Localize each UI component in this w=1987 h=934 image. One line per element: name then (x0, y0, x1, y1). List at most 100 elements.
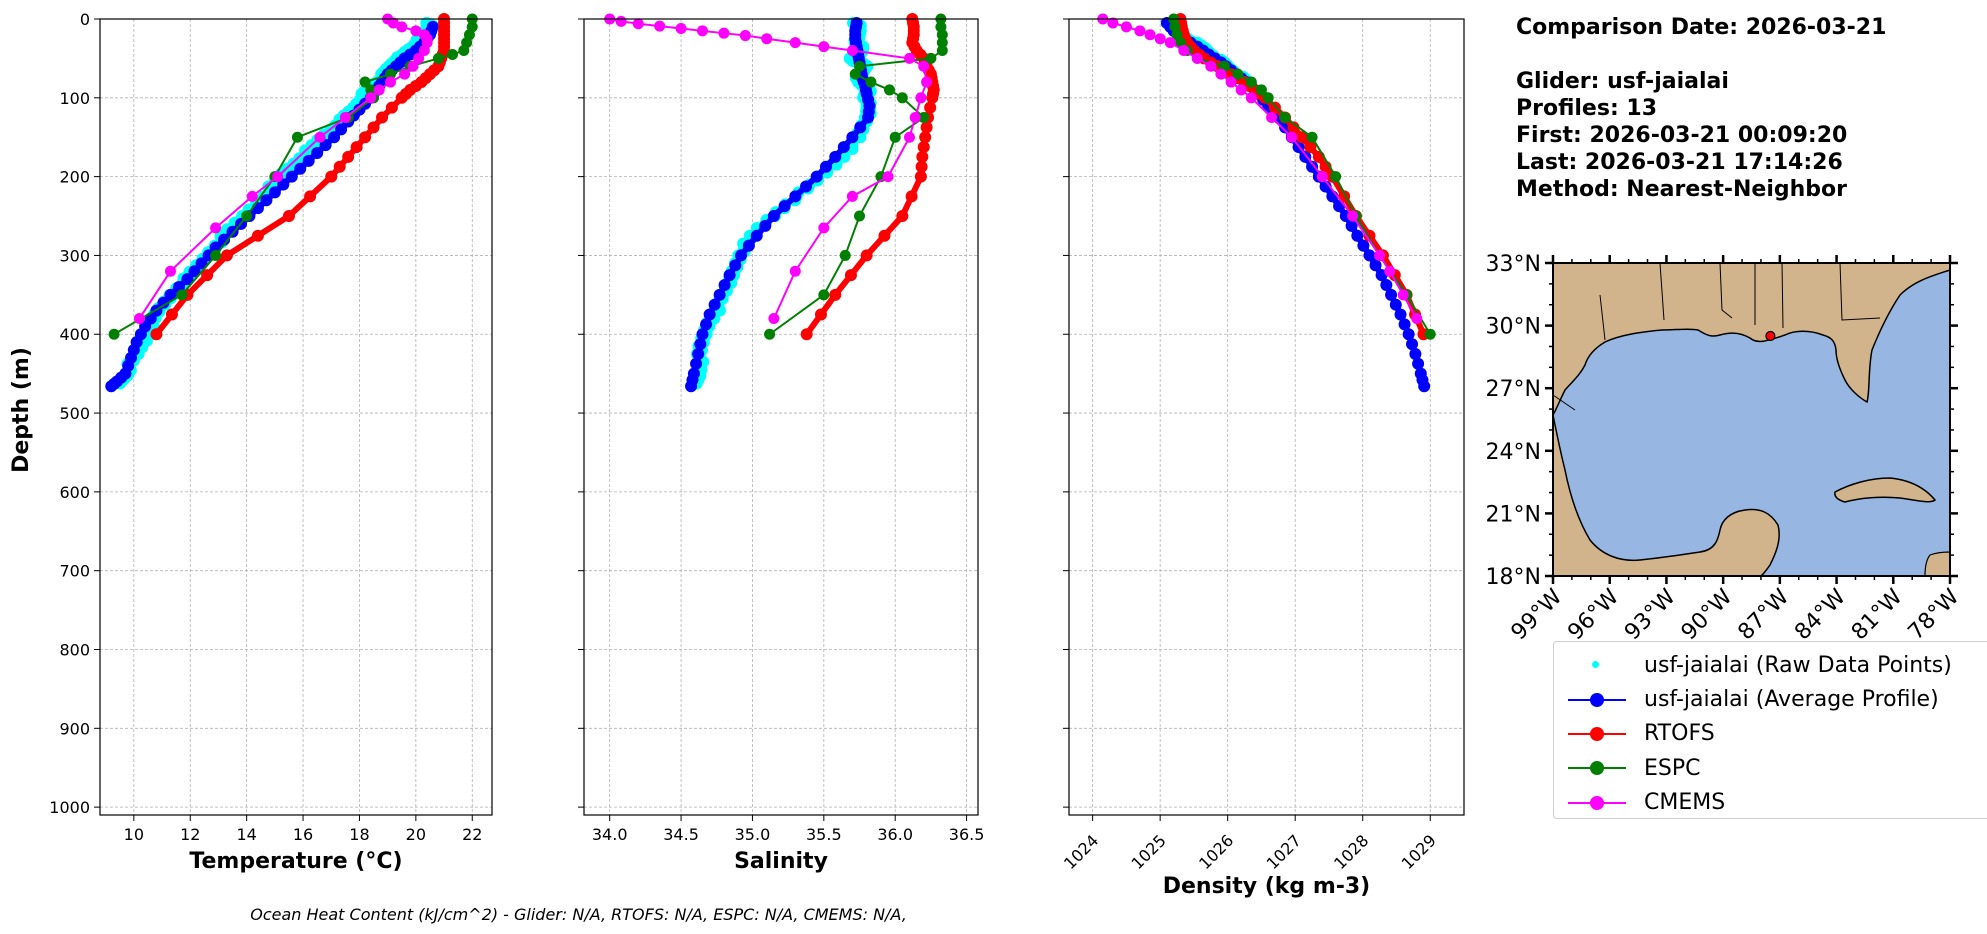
data-point (1295, 131, 1308, 144)
data-point (1215, 68, 1227, 80)
data-point (860, 249, 873, 262)
data-point (1394, 308, 1407, 321)
data-point (108, 328, 120, 340)
series-usf-jaialai-average-profile- (685, 16, 876, 393)
series-cmems (1097, 13, 1423, 324)
data-point (260, 194, 273, 207)
x-tick-label: 1027 (1263, 831, 1305, 873)
data-point (767, 210, 780, 223)
y-tick-label: 300 (59, 246, 90, 265)
map-lon-label: 90°W (1677, 584, 1738, 645)
data-point (447, 48, 459, 60)
data-point (739, 30, 751, 42)
data-point (1384, 265, 1396, 277)
y-tick-label: 200 (59, 168, 90, 187)
data-point (325, 170, 338, 183)
data-point (387, 17, 399, 29)
data-point (735, 249, 748, 262)
data-point (696, 25, 708, 37)
data-point (924, 101, 937, 114)
data-point (750, 229, 763, 242)
data-point (1107, 17, 1119, 29)
data-point (844, 269, 857, 282)
data-point (1380, 278, 1393, 291)
map-lat-label: 18°N (1486, 565, 1541, 590)
method: Method: Nearest-Neighbor (1516, 177, 1847, 202)
data-point (703, 308, 716, 321)
data-point (384, 76, 396, 88)
data-point (696, 328, 709, 341)
data-point (1287, 121, 1300, 134)
data-point (789, 37, 801, 49)
data-point (909, 112, 921, 124)
data-point (926, 91, 939, 104)
data-point (164, 288, 177, 301)
data-point (829, 150, 842, 163)
data-point (862, 111, 875, 124)
comparison-date: Comparison Date: 2026-03-21 (1516, 15, 1887, 40)
data-point (854, 210, 866, 222)
data-point (837, 141, 850, 154)
data-point (176, 289, 188, 301)
data-point (311, 146, 324, 159)
axes-frame (1068, 18, 1465, 816)
x-tick-label: 16 (293, 825, 313, 844)
legend-label: ESPC (1644, 755, 1701, 781)
data-point (789, 190, 802, 203)
data-point (854, 121, 867, 134)
panel-3: 1024 1025 1026 1027 1028 1029 Density (kg m-3) (1060, 13, 1465, 899)
data-point (1191, 52, 1203, 64)
data-point (615, 15, 627, 27)
x-tick-label: 22 (462, 825, 482, 844)
panel-2: 34.0 34.5 35.0 35.5 36.0 36.5 Salinity (578, 13, 984, 874)
series-cmems (133, 13, 433, 324)
data-point (319, 139, 332, 152)
series-cmems (604, 13, 933, 324)
data-point (1134, 25, 1146, 37)
data-point (889, 131, 901, 143)
data-point (291, 131, 303, 143)
data-point (917, 141, 930, 154)
data-point (1266, 112, 1278, 124)
data-point (373, 84, 385, 96)
data-point (759, 219, 772, 232)
map-lon-label: 78°W (1904, 584, 1965, 645)
first-time: First: 2026-03-21 00:09:20 (1516, 123, 1848, 148)
x-axis-label: Density (kg m-3) (1163, 874, 1371, 899)
data-point (157, 296, 170, 309)
data-point (694, 338, 707, 351)
data-point (365, 92, 377, 104)
x-axis-label: Salinity (734, 849, 828, 874)
map-lat-label: 24°N (1486, 440, 1541, 465)
legend-symbol (1562, 793, 1632, 813)
legend-item: usf-jaialai (Raw Data Points) (1562, 648, 1987, 682)
data-point (150, 328, 163, 341)
data-point (294, 162, 307, 175)
legend-item: CMEMS (1562, 786, 1987, 820)
map-land-us (1552, 262, 1951, 418)
data-point (936, 37, 948, 49)
map-lon-label: 93°W (1620, 584, 1681, 645)
data-point (903, 131, 915, 143)
x-tick-label: 14 (236, 825, 256, 844)
x-tick-label: 34.5 (663, 825, 699, 844)
data-point (685, 380, 698, 393)
legend-item: ESPC (1562, 751, 1987, 785)
data-point (335, 123, 348, 136)
data-point (1385, 288, 1398, 301)
data-point (246, 190, 258, 202)
data-point (1409, 347, 1422, 360)
x-tick-label: 1029 (1398, 831, 1440, 873)
data-point (878, 229, 891, 242)
data-point (1225, 76, 1237, 88)
data-point (896, 92, 908, 104)
glider-position-marker (1765, 330, 1776, 342)
data-point (1402, 328, 1415, 341)
data-point (1412, 357, 1425, 370)
data-point (1279, 112, 1291, 124)
data-point (133, 312, 145, 324)
data-point (849, 68, 861, 80)
data-point (921, 76, 933, 88)
data-point (800, 328, 813, 341)
map-lon-label: 81°W (1847, 584, 1908, 645)
